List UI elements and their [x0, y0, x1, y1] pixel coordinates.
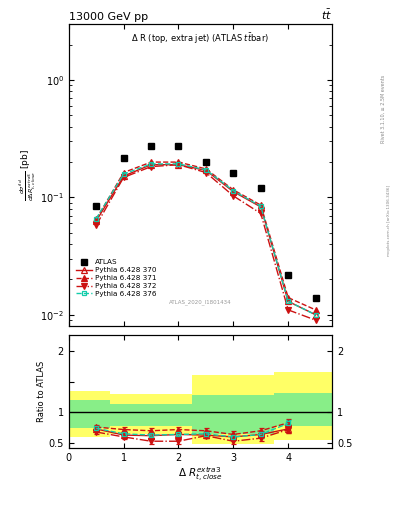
Pythia 6.428 376	[231, 188, 236, 194]
Line: Pythia 6.428 376: Pythia 6.428 376	[94, 161, 318, 317]
Pythia 6.428 371	[286, 294, 290, 301]
Text: mcplots.cern.ch [arXiv:1306.3436]: mcplots.cern.ch [arXiv:1306.3436]	[387, 185, 391, 256]
Pythia 6.428 371	[231, 187, 236, 193]
Pythia 6.428 370	[231, 188, 236, 195]
Pythia 6.428 372	[176, 162, 181, 168]
Pythia 6.428 372	[204, 169, 208, 176]
ATLAS	[259, 185, 263, 191]
Text: ATLAS_2020_I1801434: ATLAS_2020_I1801434	[169, 300, 232, 305]
Pythia 6.428 372	[149, 163, 153, 169]
Legend: ATLAS, Pythia 6.428 370, Pythia 6.428 371, Pythia 6.428 372, Pythia 6.428 376: ATLAS, Pythia 6.428 370, Pythia 6.428 37…	[75, 258, 158, 298]
ATLAS	[286, 271, 290, 278]
Pythia 6.428 370	[313, 312, 318, 318]
Pythia 6.428 372	[121, 175, 126, 181]
Pythia 6.428 371	[176, 159, 181, 165]
Line: ATLAS: ATLAS	[93, 143, 319, 301]
Pythia 6.428 372	[286, 307, 290, 313]
ATLAS	[204, 159, 208, 165]
Pythia 6.428 376	[94, 216, 99, 222]
Text: $t\bar{t}$: $t\bar{t}$	[321, 7, 332, 22]
Pythia 6.428 372	[313, 317, 318, 323]
Pythia 6.428 372	[94, 222, 99, 228]
Pythia 6.428 370	[204, 167, 208, 174]
Text: $\Delta$ R (top, extra jet) (ATLAS $t\bar{t}$bar): $\Delta$ R (top, extra jet) (ATLAS $t\ba…	[131, 32, 270, 47]
ATLAS	[121, 155, 126, 161]
ATLAS	[313, 294, 318, 301]
Pythia 6.428 370	[94, 218, 99, 224]
Line: Pythia 6.428 370: Pythia 6.428 370	[94, 162, 318, 317]
Pythia 6.428 370	[259, 204, 263, 210]
Pythia 6.428 371	[204, 166, 208, 172]
Pythia 6.428 376	[176, 161, 181, 167]
Pythia 6.428 371	[94, 216, 99, 222]
Pythia 6.428 371	[149, 159, 153, 165]
X-axis label: $\Delta$ $R_{t,close}^{extra3}$: $\Delta$ $R_{t,close}^{extra3}$	[178, 465, 223, 484]
Y-axis label: $\frac{d\sigma^{fid}}{d\Delta R_{t,close}^{extra3}}$ [pb]: $\frac{d\sigma^{fid}}{d\Delta R_{t,close…	[17, 149, 37, 201]
Pythia 6.428 376	[204, 167, 208, 173]
Pythia 6.428 371	[121, 169, 126, 176]
Pythia 6.428 371	[313, 307, 318, 313]
Line: Pythia 6.428 372: Pythia 6.428 372	[94, 162, 318, 323]
Pythia 6.428 372	[259, 210, 263, 217]
Pythia 6.428 376	[259, 203, 263, 209]
Pythia 6.428 370	[121, 173, 126, 179]
Text: Rivet 3.1.10, ≥ 2.5M events: Rivet 3.1.10, ≥ 2.5M events	[381, 75, 386, 143]
ATLAS	[94, 203, 99, 209]
Pythia 6.428 370	[286, 298, 290, 305]
Pythia 6.428 376	[313, 312, 318, 318]
Pythia 6.428 372	[231, 193, 236, 199]
ATLAS	[231, 170, 236, 177]
ATLAS	[176, 143, 181, 149]
Line: Pythia 6.428 371: Pythia 6.428 371	[94, 159, 318, 313]
Pythia 6.428 376	[286, 298, 290, 305]
Pythia 6.428 371	[259, 202, 263, 208]
Text: 13000 GeV pp: 13000 GeV pp	[69, 11, 148, 22]
Y-axis label: Ratio to ATLAS: Ratio to ATLAS	[37, 361, 46, 422]
Pythia 6.428 370	[149, 162, 153, 168]
Pythia 6.428 376	[121, 171, 126, 177]
ATLAS	[149, 143, 153, 149]
Pythia 6.428 376	[149, 161, 153, 167]
Pythia 6.428 370	[176, 162, 181, 168]
